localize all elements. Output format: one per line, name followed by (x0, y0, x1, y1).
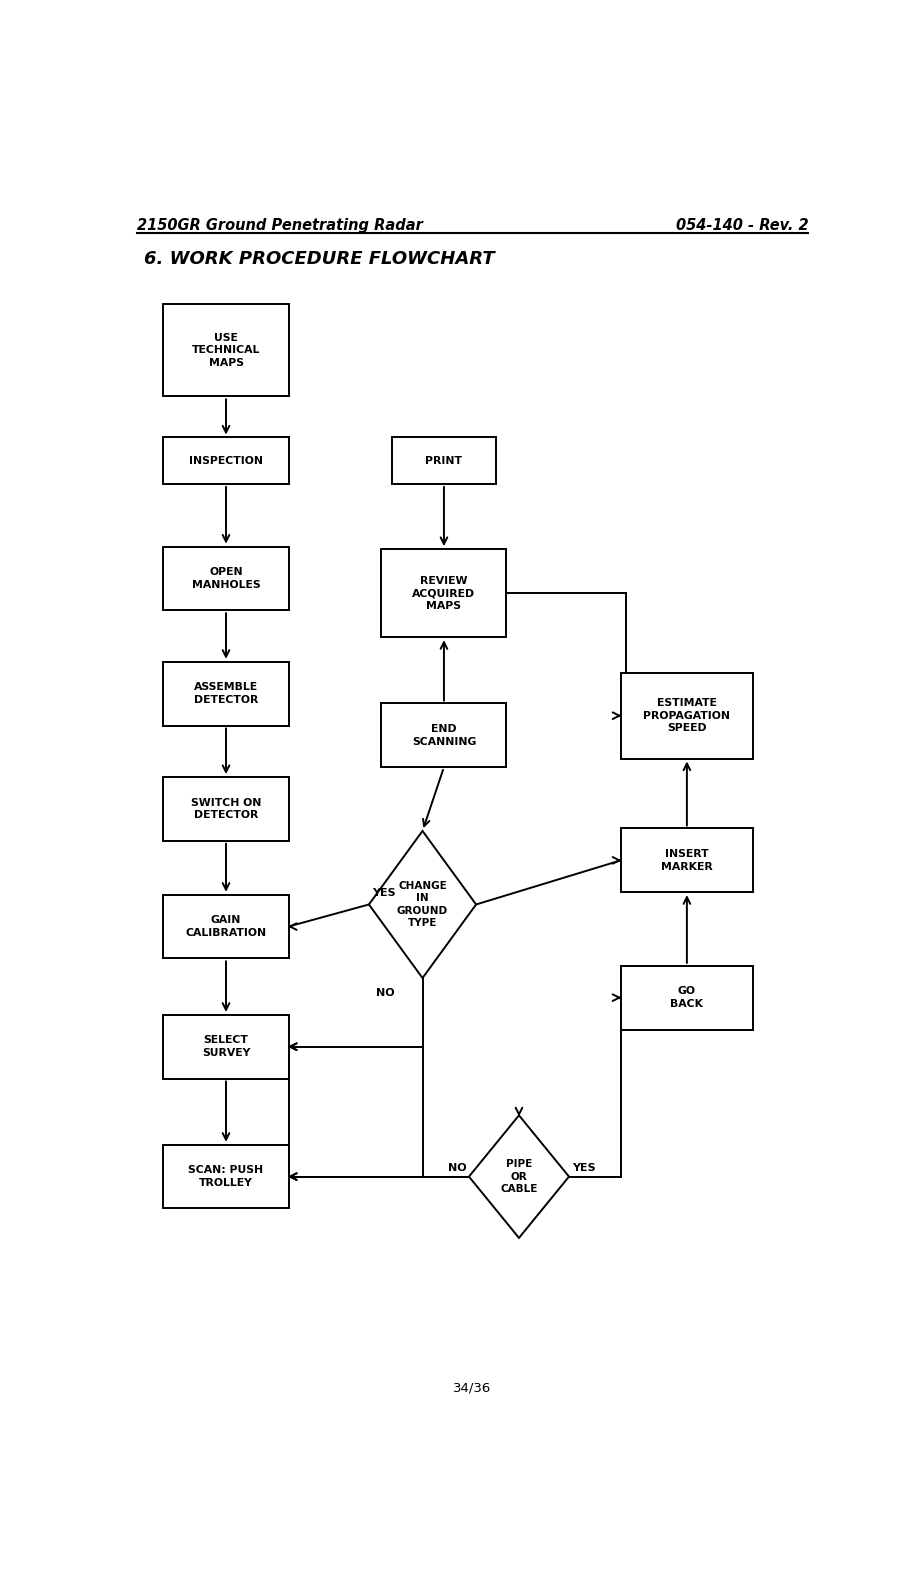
Text: NO: NO (447, 1162, 467, 1173)
Text: SELECT
SURVEY: SELECT SURVEY (202, 1035, 250, 1057)
Text: GO
BACK: GO BACK (670, 987, 703, 1009)
Bar (621, 966, 753, 1030)
Text: END
SCANNING: END SCANNING (412, 724, 476, 747)
Bar (621, 673, 753, 759)
Bar (163, 895, 289, 958)
Bar (382, 704, 506, 767)
Bar (163, 546, 289, 610)
Bar (621, 828, 753, 892)
Text: INSERT
MARKER: INSERT MARKER (661, 849, 713, 871)
Text: 6. WORK PROCEDURE FLOWCHART: 6. WORK PROCEDURE FLOWCHART (144, 250, 494, 267)
Text: USE
TECHNICAL
MAPS: USE TECHNICAL MAPS (192, 333, 260, 368)
Text: INSPECTION: INSPECTION (189, 455, 263, 466)
Text: 054-140 - Rev. 2: 054-140 - Rev. 2 (676, 218, 809, 232)
Text: PRINT: PRINT (425, 455, 463, 466)
Text: PIPE
OR
CABLE: PIPE OR CABLE (501, 1159, 538, 1194)
Text: SCAN: PUSH
TROLLEY: SCAN: PUSH TROLLEY (188, 1165, 264, 1188)
Text: GAIN
CALIBRATION: GAIN CALIBRATION (185, 915, 266, 938)
Text: OPEN
MANHOLES: OPEN MANHOLES (192, 567, 260, 589)
Bar (163, 662, 289, 726)
Text: SWITCH ON
DETECTOR: SWITCH ON DETECTOR (191, 798, 261, 820)
Text: NO: NO (376, 987, 395, 998)
Bar (382, 549, 506, 637)
Bar (163, 304, 289, 396)
Text: CHANGE
IN
GROUND
TYPE: CHANGE IN GROUND TYPE (397, 880, 448, 928)
Bar (163, 1145, 289, 1208)
Text: YES: YES (573, 1162, 597, 1173)
Bar (392, 438, 496, 484)
Bar (163, 1014, 289, 1078)
Polygon shape (469, 1116, 569, 1239)
Polygon shape (369, 831, 476, 977)
Text: 2150GR Ground Penetrating Radar: 2150GR Ground Penetrating Radar (136, 218, 422, 232)
Text: 34/36: 34/36 (454, 1382, 491, 1395)
Text: YES: YES (372, 888, 396, 898)
Text: ESTIMATE
PROPAGATION
SPEED: ESTIMATE PROPAGATION SPEED (644, 699, 730, 732)
Text: ASSEMBLE
DETECTOR: ASSEMBLE DETECTOR (194, 683, 258, 705)
Text: REVIEW
ACQUIRED
MAPS: REVIEW ACQUIRED MAPS (412, 576, 476, 610)
Bar (163, 777, 289, 841)
Bar (163, 438, 289, 484)
